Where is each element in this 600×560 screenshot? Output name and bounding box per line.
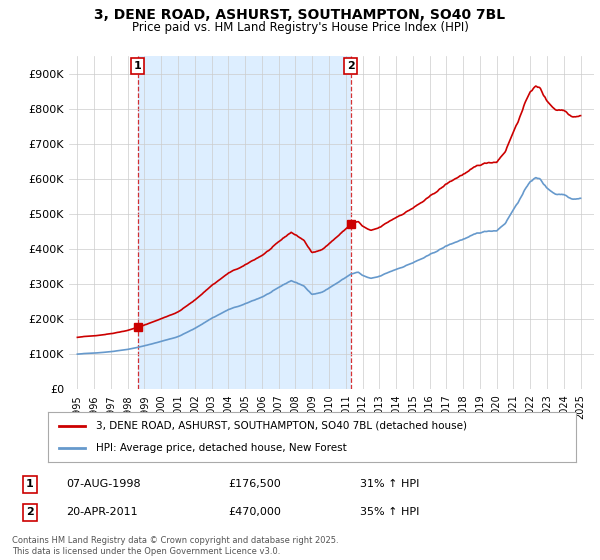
Text: 3, DENE ROAD, ASHURST, SOUTHAMPTON, SO40 7BL (detached house): 3, DENE ROAD, ASHURST, SOUTHAMPTON, SO40… — [95, 421, 467, 431]
Text: 2: 2 — [347, 61, 355, 71]
Text: £176,500: £176,500 — [228, 479, 281, 489]
Text: 3, DENE ROAD, ASHURST, SOUTHAMPTON, SO40 7BL: 3, DENE ROAD, ASHURST, SOUTHAMPTON, SO40… — [94, 8, 506, 22]
Text: 07-AUG-1998: 07-AUG-1998 — [66, 479, 140, 489]
Text: Price paid vs. HM Land Registry's House Price Index (HPI): Price paid vs. HM Land Registry's House … — [131, 21, 469, 34]
Bar — [138, 56, 351, 389]
Text: 31% ↑ HPI: 31% ↑ HPI — [360, 479, 419, 489]
Text: 20-APR-2011: 20-APR-2011 — [66, 507, 137, 517]
Text: £470,000: £470,000 — [228, 507, 281, 517]
Text: Contains HM Land Registry data © Crown copyright and database right 2025.
This d: Contains HM Land Registry data © Crown c… — [12, 536, 338, 556]
Text: HPI: Average price, detached house, New Forest: HPI: Average price, detached house, New … — [95, 443, 346, 453]
Text: 1: 1 — [26, 479, 34, 489]
Text: 1: 1 — [134, 61, 142, 71]
Text: 35% ↑ HPI: 35% ↑ HPI — [360, 507, 419, 517]
Text: 2: 2 — [26, 507, 34, 517]
